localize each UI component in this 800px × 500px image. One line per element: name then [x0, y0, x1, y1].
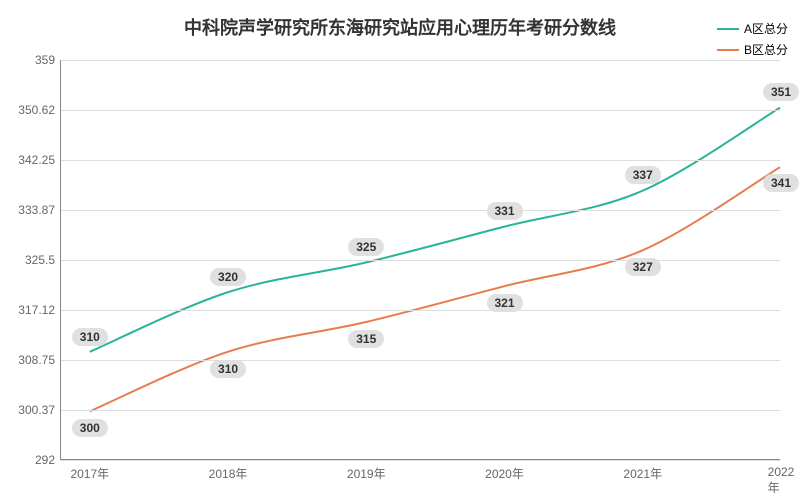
- legend-item-b: B区总分: [717, 41, 788, 58]
- gridline: [61, 360, 780, 361]
- y-tick-label: 359: [35, 53, 61, 67]
- y-tick-label: 308.75: [18, 353, 61, 367]
- y-tick-label: 333.87: [18, 203, 61, 217]
- plot-area: 292300.37308.75317.12325.5333.87342.2535…: [60, 60, 780, 460]
- y-tick-label: 342.25: [18, 153, 61, 167]
- gridline: [61, 110, 780, 111]
- series-line: [90, 108, 780, 352]
- x-tick-label: 2017年: [70, 459, 109, 482]
- data-label: 315: [348, 330, 384, 348]
- gridline: [61, 160, 780, 161]
- data-label: 327: [625, 258, 661, 276]
- y-tick-label: 325.5: [25, 253, 61, 267]
- y-tick-label: 350.62: [18, 103, 61, 117]
- x-tick-label: 2019年: [347, 459, 386, 482]
- x-tick-label: 2018年: [209, 459, 248, 482]
- gridline: [61, 60, 780, 61]
- data-label: 310: [72, 328, 108, 346]
- data-label: 320: [210, 268, 246, 286]
- chart-container: 中科院声学研究所东海研究站应用心理历年考研分数线 A区总分 B区总分 29230…: [0, 0, 800, 500]
- gridline: [61, 410, 780, 411]
- legend-swatch-a: [717, 28, 739, 30]
- chart-title: 中科院声学研究所东海研究站应用心理历年考研分数线: [0, 14, 800, 40]
- data-label: 351: [763, 83, 799, 101]
- x-tick-label: 2020年: [485, 459, 524, 482]
- legend-item-a: A区总分: [717, 20, 788, 37]
- y-tick-label: 300.37: [18, 403, 61, 417]
- data-label: 310: [210, 360, 246, 378]
- legend: A区总分 B区总分: [717, 20, 788, 62]
- x-tick-label: 2021年: [623, 459, 662, 482]
- legend-label-b: B区总分: [744, 41, 788, 58]
- gridline: [61, 210, 780, 211]
- data-label: 321: [487, 294, 523, 312]
- data-label: 341: [763, 174, 799, 192]
- data-label: 325: [348, 238, 384, 256]
- y-tick-label: 317.12: [18, 303, 61, 317]
- gridline: [61, 310, 780, 311]
- data-label: 331: [487, 202, 523, 220]
- y-tick-label: 292: [35, 453, 61, 467]
- data-label: 337: [625, 166, 661, 184]
- gridline: [61, 260, 780, 261]
- legend-swatch-b: [717, 49, 739, 51]
- x-tick-label: 2022年: [768, 459, 795, 496]
- series-line: [90, 167, 780, 411]
- legend-label-a: A区总分: [744, 20, 788, 37]
- gridline: [61, 460, 780, 461]
- data-label: 300: [72, 419, 108, 437]
